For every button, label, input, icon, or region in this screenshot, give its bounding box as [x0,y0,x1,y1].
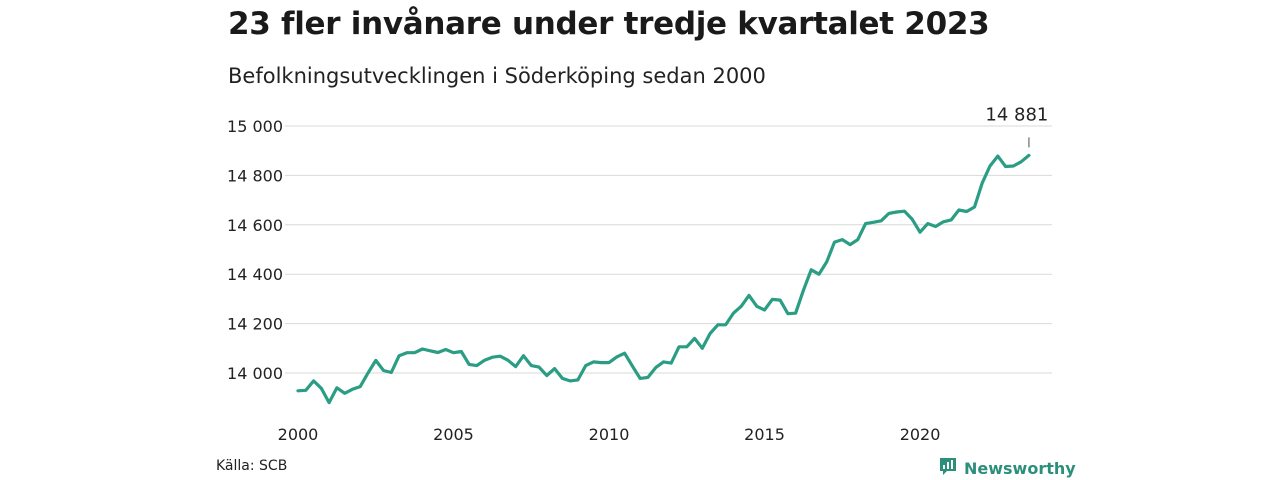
y-axis-labels: 14 000 14 200 14 400 14 600 14 800 15 000 [227,117,283,383]
newsworthy-logo-icon [938,456,958,480]
gridlines [285,125,1052,374]
end-value-label: 14 881 [985,104,1048,125]
chart-subtitle: Befolkningsutvecklingen i Söderköping se… [228,64,766,88]
series-line [296,153,1031,405]
x-tick-label: 2020 [900,425,941,444]
line-chart: 14 000 14 200 14 400 14 600 14 800 15 000 200… [227,104,1052,444]
x-tick-label: 2010 [589,425,630,444]
source-note: Källa: SCB [216,458,288,474]
x-tick-label: 2005 [433,425,474,444]
y-tick-label: 14 400 [227,265,283,284]
brand-logo: Newsworthy [938,456,1076,480]
y-tick-label: 14 600 [227,216,283,235]
y-tick-label: 14 200 [227,315,283,334]
y-tick-label: 14 000 [227,364,283,383]
x-axis-labels: 2000 2005 2010 2015 2020 [278,425,941,444]
x-tick-label: 2000 [278,425,319,444]
y-tick-label: 14 800 [227,166,283,185]
x-tick-label: 2015 [744,425,785,444]
brand-name: Newsworthy [964,458,1076,478]
series-lines [296,153,1031,405]
y-tick-label: 15 000 [227,117,283,136]
chart-title: 23 fler invånare under tredje kvartalet … [228,6,990,42]
end-annotation: 14 881 [985,104,1048,148]
